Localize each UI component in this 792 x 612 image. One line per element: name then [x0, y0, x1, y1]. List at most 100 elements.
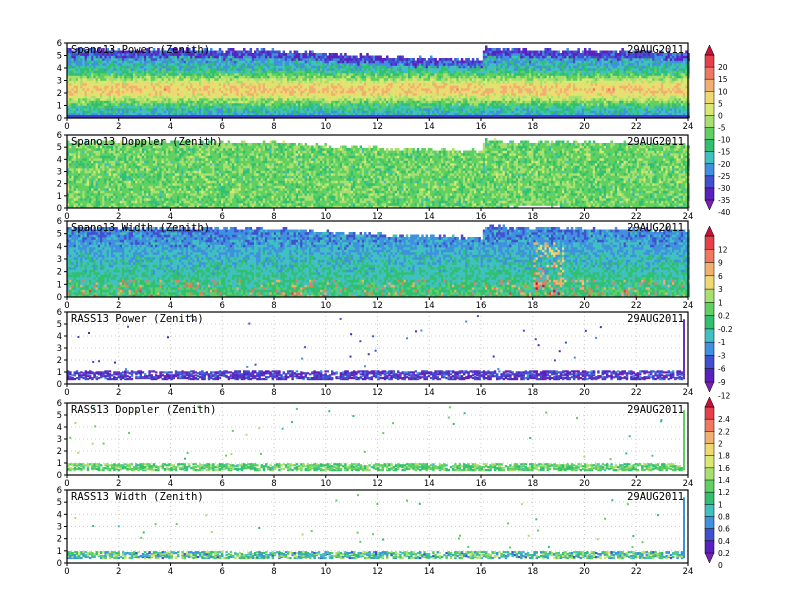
heatmap-cell	[395, 78, 398, 81]
heatmap-cell	[459, 86, 462, 89]
heatmap-cell	[289, 68, 292, 71]
heatmap-cell	[478, 86, 481, 89]
heatmap-cell	[71, 103, 74, 106]
heatmap-cell	[472, 88, 475, 91]
heatmap-cell	[379, 91, 382, 94]
heatmap-cell	[115, 103, 118, 106]
heatmap-cell	[395, 98, 398, 101]
heatmap-cell	[129, 93, 132, 96]
heatmap-cell	[342, 98, 345, 101]
heatmap-cell	[421, 103, 424, 106]
heatmap-cell	[441, 83, 444, 86]
heatmap-cell	[261, 71, 264, 74]
heatmap-cell	[399, 71, 402, 74]
heatmap-cell	[201, 81, 204, 84]
heatmap-cell	[327, 58, 330, 61]
heatmap-cell	[294, 98, 297, 101]
heatmap-cell	[243, 53, 246, 56]
heatmap-cell	[351, 63, 354, 66]
heatmap-cell	[483, 76, 486, 79]
heatmap-cell	[217, 108, 220, 111]
heatmap-cell	[432, 71, 435, 74]
heatmap-cell	[124, 111, 127, 114]
heatmap-cell	[313, 61, 316, 64]
heatmap-cell	[316, 88, 319, 91]
heatmap-cell	[131, 81, 134, 84]
heatmap-cell	[472, 63, 475, 66]
heatmap-cell	[157, 88, 160, 91]
heatmap-cell	[426, 68, 429, 71]
heatmap-cell	[142, 86, 145, 89]
heatmap-cell	[245, 63, 248, 66]
heatmap-cell	[476, 58, 479, 61]
heatmap-cell	[135, 111, 138, 114]
heatmap-cell	[69, 76, 72, 79]
heatmap-cell	[162, 101, 165, 104]
heatmap-cell	[245, 83, 248, 86]
heatmap-cell	[401, 76, 404, 79]
heatmap-cell	[344, 101, 347, 104]
heatmap-cell	[434, 103, 437, 106]
heatmap-cell	[131, 73, 134, 76]
heatmap-cell	[188, 73, 191, 76]
heatmap-cell	[96, 78, 99, 81]
heatmap-cell	[126, 88, 128, 91]
heatmap-cell	[100, 71, 103, 74]
heatmap-cell	[146, 61, 149, 64]
heatmap-cell	[399, 66, 402, 69]
heatmap-cell	[192, 86, 195, 89]
heatmap-cell	[93, 73, 96, 76]
heatmap-cell	[408, 71, 411, 74]
heatmap-cell	[430, 61, 433, 64]
heatmap-cell	[459, 111, 462, 114]
heatmap-cell	[276, 96, 279, 99]
heatmap-cell	[467, 73, 470, 76]
heatmap-cell	[162, 91, 165, 94]
heatmap-cell	[168, 96, 171, 99]
heatmap-cell	[280, 73, 283, 76]
heatmap-cell	[397, 96, 400, 99]
heatmap-cell	[472, 108, 475, 111]
heatmap-cell	[393, 81, 396, 84]
heatmap-cell	[228, 73, 231, 76]
heatmap-cell	[377, 73, 380, 76]
heatmap-cell	[390, 111, 393, 114]
heatmap-cell	[335, 78, 338, 81]
heatmap-cell	[236, 106, 239, 109]
heatmap-cell	[434, 73, 437, 76]
heatmap-cell	[129, 106, 132, 109]
heatmap-cell	[364, 96, 367, 99]
heatmap-cell	[470, 68, 473, 71]
heatmap-cell	[298, 56, 301, 59]
heatmap-cell	[335, 86, 338, 89]
heatmap-cell	[212, 66, 215, 69]
heatmap-cell	[234, 83, 237, 86]
heatmap-cell	[120, 86, 123, 89]
heatmap-cell	[461, 111, 464, 114]
heatmap-cell	[364, 58, 367, 61]
heatmap-cell	[364, 88, 367, 91]
heatmap-cell	[375, 61, 378, 64]
heatmap-cell	[272, 78, 275, 81]
heatmap-cell	[375, 96, 378, 99]
heatmap-cell	[335, 56, 338, 59]
heatmap-cell	[397, 56, 400, 59]
heatmap-cell	[274, 106, 277, 109]
heatmap-cell	[197, 103, 200, 106]
heatmap-cell	[320, 76, 323, 79]
heatmap-cell	[280, 66, 283, 69]
heatmap-cell	[456, 61, 459, 64]
heatmap-cell	[483, 98, 486, 101]
heatmap-cell	[278, 98, 281, 101]
heatmap-cell	[443, 103, 446, 106]
heatmap-cell	[445, 91, 448, 94]
heatmap-cell	[179, 108, 182, 111]
heatmap-cell	[395, 81, 398, 84]
heatmap-cell	[166, 66, 169, 69]
heatmap-cell	[346, 76, 349, 79]
heatmap-cell	[379, 88, 382, 91]
heatmap-cell	[318, 53, 321, 56]
heatmap-cell	[346, 58, 349, 61]
heatmap-cell	[228, 58, 231, 61]
heatmap-cell	[362, 93, 365, 96]
